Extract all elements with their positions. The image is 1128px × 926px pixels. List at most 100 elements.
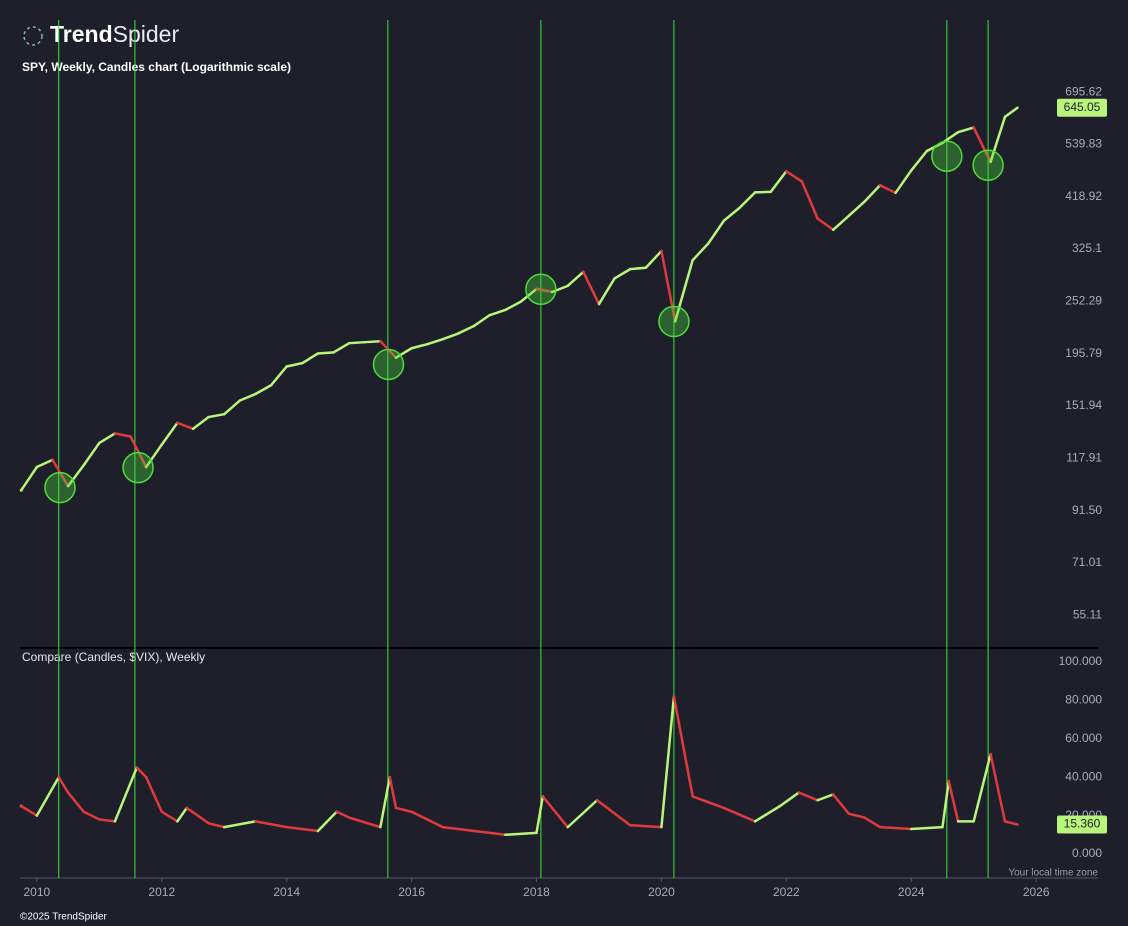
price-segment: [831, 793, 851, 815]
price-segment: [176, 806, 189, 823]
price-segment: [238, 392, 257, 402]
price-segment: [691, 242, 710, 262]
price-segment: [1003, 106, 1019, 119]
price-segment: [566, 798, 599, 829]
price-segment: [535, 287, 554, 294]
last-value-box: [1057, 815, 1107, 834]
price-segment: [425, 337, 445, 346]
signal-marker: [658, 305, 690, 338]
price-segment: [847, 812, 866, 819]
price-segment: [66, 463, 85, 488]
price-segment: [894, 169, 913, 195]
price-segment: [535, 795, 545, 835]
price-segment: [972, 126, 992, 164]
price-segment: [301, 352, 320, 365]
price-segment: [472, 313, 491, 328]
price-segment: [778, 791, 801, 808]
price-segment: [254, 383, 273, 396]
price-segment: [160, 421, 179, 446]
price-segment: [541, 795, 569, 829]
price-segment: [410, 810, 445, 829]
signal-marker: [372, 348, 405, 381]
price-segment: [753, 804, 782, 823]
price-segment: [488, 308, 507, 317]
price-segment: [947, 779, 960, 823]
price-segment: [363, 339, 382, 344]
price-segment: [410, 342, 429, 350]
signal-marker: [44, 471, 76, 504]
price-segment: [129, 435, 148, 469]
price-segment: [910, 825, 944, 831]
y-tick-label: 80.000: [1065, 693, 1102, 707]
price-segment: [285, 825, 320, 833]
price-segment: [394, 806, 413, 814]
price-segment: [207, 822, 226, 829]
price-segment: [269, 365, 288, 387]
y-tick-label: 71.01: [1072, 555, 1102, 569]
price-segment: [660, 249, 677, 323]
price-segment: [504, 300, 523, 312]
x-tick-label: 2012: [148, 885, 175, 899]
price-segment: [847, 200, 866, 218]
price-segment: [98, 432, 117, 445]
y-tick-label: 91.50: [1072, 503, 1102, 517]
price-segment: [566, 270, 585, 288]
price-segment: [628, 823, 663, 829]
price-segment: [347, 816, 382, 829]
y-tick-label: 100.000: [1059, 654, 1103, 668]
price-segment: [831, 214, 851, 232]
price-segment: [800, 180, 819, 220]
price-segment: [379, 775, 391, 829]
logo-icon: [23, 26, 43, 46]
price-segment: [191, 415, 210, 431]
price-segment: [816, 793, 835, 802]
price-segment: [673, 258, 694, 323]
y-tick-label: 252.29: [1065, 294, 1102, 308]
price-segment: [332, 341, 351, 354]
price-segment: [207, 412, 226, 419]
price-segment: [519, 287, 538, 303]
price-segment: [19, 465, 39, 492]
price-segment: [582, 270, 601, 306]
price-segment: [785, 170, 804, 183]
price-segment: [910, 149, 929, 172]
x-tick-label: 2024: [898, 885, 925, 899]
x-tick-label: 2018: [523, 885, 550, 899]
price-segment: [504, 831, 538, 837]
y-tick-label: 325.1: [1072, 241, 1102, 255]
price-segment: [878, 825, 913, 831]
price-segment: [57, 775, 70, 794]
copyright: ©2025 TrendSpider: [20, 912, 108, 923]
price-segment: [972, 752, 992, 823]
y-tick-label: 117.91: [1066, 450, 1102, 464]
price-segment: [441, 825, 476, 833]
price-segment: [707, 219, 726, 245]
price-segment: [816, 217, 835, 232]
price-segment: [388, 775, 398, 810]
y-tick-label: 60.000: [1065, 731, 1102, 745]
y-tick-label: 151.94: [1065, 398, 1102, 412]
price-segment: [82, 441, 101, 467]
price-segment: [394, 347, 413, 359]
price-segment: [797, 791, 819, 802]
price-segment: [335, 810, 351, 819]
price-segment: [989, 752, 1007, 823]
price-segment: [707, 800, 726, 810]
y-tick-label: 695.62: [1065, 84, 1102, 98]
price-segment: [347, 340, 367, 345]
y-tick-label: 40.000: [1065, 769, 1102, 783]
last-value-label: 645.05: [1064, 100, 1101, 114]
price-segment: [472, 829, 507, 837]
price-segment: [222, 820, 257, 829]
last-value-label: 15.360: [1064, 817, 1101, 831]
timezone-note: Your local time zone: [1008, 868, 1098, 879]
x-tick-label: 2022: [773, 885, 800, 899]
x-tick-label: 2014: [273, 885, 300, 899]
price-segment: [144, 775, 164, 814]
x-tick-label: 2010: [24, 885, 51, 899]
x-tick-label: 2016: [398, 885, 425, 899]
price-segment: [660, 695, 676, 829]
price-segment: [316, 351, 335, 355]
price-segment: [613, 267, 632, 280]
